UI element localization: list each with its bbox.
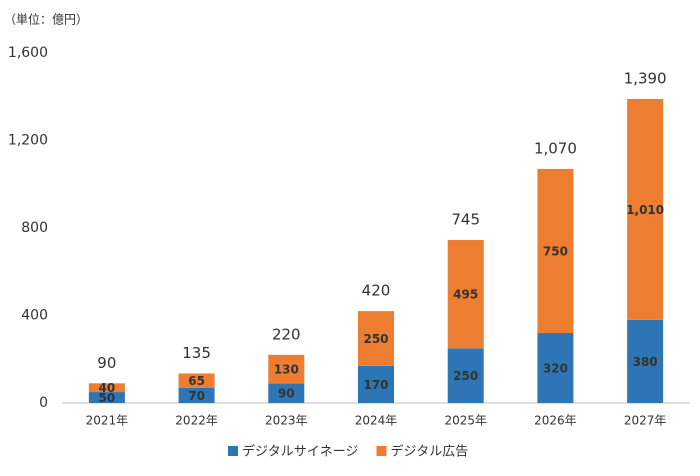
y-tick-label: 400 [21, 308, 48, 324]
data-label: 65 [188, 374, 205, 388]
x-tick-label: 2021年 [86, 414, 129, 428]
bar-segment [627, 319, 664, 403]
x-tick-label: 2024年 [355, 414, 398, 428]
bar-segment [178, 387, 215, 403]
total-label: 1,390 [624, 69, 667, 87]
data-label: 40 [99, 381, 116, 395]
y-tick-label: 1,200 [8, 133, 48, 149]
y-tick-label: 0 [39, 395, 48, 411]
data-label: 320 [543, 362, 568, 376]
bar-segment [88, 392, 125, 403]
bar-segment [537, 333, 574, 403]
y-tick-label: 1,600 [8, 45, 48, 61]
unit-label: （単位：億円） [4, 12, 88, 27]
data-label: 250 [363, 332, 388, 346]
x-tick-label: 2022年 [175, 414, 218, 428]
bar-segment [358, 365, 394, 403]
x-tick-label: 2027年 [624, 414, 667, 428]
total-label: 135 [182, 344, 211, 362]
data-label: 70 [188, 389, 205, 403]
total-label: 220 [272, 325, 301, 343]
data-label: 1,010 [626, 203, 664, 217]
bar-segment [537, 168, 574, 333]
x-tick-label: 2025年 [444, 414, 487, 428]
y-tick-label: 800 [21, 220, 48, 236]
bar-segment [358, 311, 394, 366]
data-label: 170 [363, 378, 388, 392]
legend-swatch [376, 446, 387, 456]
legend-label: デジタルサイネージ [242, 444, 358, 460]
data-label: 750 [543, 244, 568, 258]
bar-segment [268, 383, 305, 403]
bar-segment [88, 383, 125, 393]
total-label: 745 [451, 211, 480, 229]
data-label: 250 [453, 369, 478, 383]
bar-segment [447, 240, 484, 349]
bar-segment [268, 354, 305, 384]
legend-swatch [228, 446, 238, 456]
bar-segment [447, 348, 484, 403]
data-label: 495 [453, 288, 478, 302]
total-label: 90 [97, 354, 116, 372]
total-label: 420 [362, 282, 391, 300]
x-tick-label: 2023年 [265, 414, 308, 428]
bar-segment [178, 373, 215, 388]
data-label: 130 [274, 363, 299, 377]
total-label: 1,070 [534, 139, 577, 157]
legend-label: デジタル広告 [390, 444, 468, 460]
data-label: 90 [278, 387, 295, 401]
data-label: 380 [633, 355, 658, 369]
data-label: 50 [99, 391, 116, 405]
bar-segment [627, 98, 664, 320]
x-tick-label: 2026年 [534, 414, 577, 428]
